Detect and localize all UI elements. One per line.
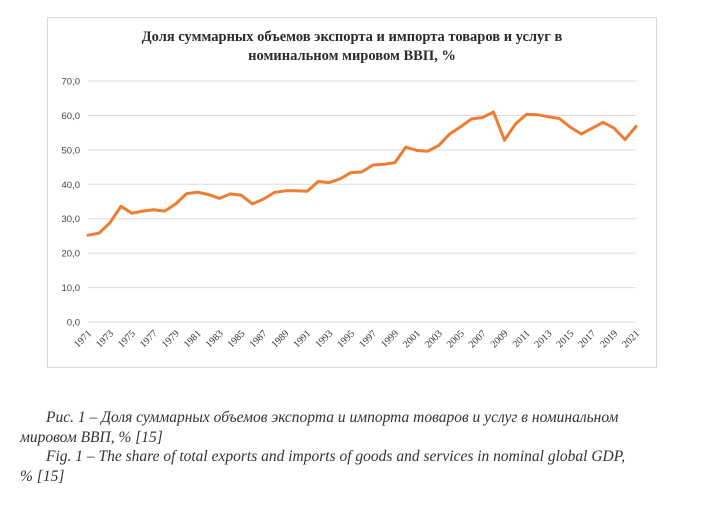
y-tick-label: 10,0	[62, 283, 81, 294]
x-tick-label: 1987	[248, 328, 270, 350]
x-tick-label: 1999	[379, 328, 401, 350]
chart-title: Доля суммарных объемов экспорта и импорт…	[47, 28, 657, 66]
x-tick-label: 2017	[576, 328, 598, 350]
x-tick-label: 2011	[511, 328, 533, 350]
chart-frame	[47, 17, 657, 368]
chart-title-line-2: номинальном мировом ВВП, %	[248, 48, 456, 64]
y-tick-label: 0,0	[67, 318, 80, 329]
x-tick-label: 1983	[204, 328, 226, 350]
x-tick-label: 1977	[138, 328, 160, 350]
x-tick-label: 1985	[226, 328, 248, 350]
x-tick-label: 1981	[182, 328, 204, 350]
x-tick-label: 1995	[335, 328, 357, 350]
x-tick-label: 1979	[160, 328, 182, 350]
y-tick-label: 20,0	[62, 249, 81, 260]
x-tick-label: 2001	[401, 328, 423, 350]
x-tick-label: 2015	[554, 328, 576, 350]
x-tick-label: 1991	[291, 328, 313, 350]
x-tick-label: 1993	[313, 328, 335, 350]
chart-title-line-1: Доля суммарных объемов экспорта и импорт…	[141, 29, 563, 45]
x-tick-label: 2007	[467, 328, 489, 350]
x-tick-label: 2009	[489, 328, 511, 350]
x-tick-label: 2003	[423, 328, 445, 350]
x-tick-label: 1973	[94, 328, 116, 350]
x-tick-label: 1997	[357, 328, 379, 350]
x-tick-label: 2019	[598, 328, 620, 350]
x-tick-label: 1971	[72, 328, 94, 350]
y-tick-label: 50,0	[62, 145, 81, 156]
caption-ru-line-1: Рис. 1 – Доля суммарных объемов экспорта…	[46, 409, 619, 426]
x-tick-label: 2005	[445, 328, 467, 350]
caption-en-line-1: Fig. 1 – The share of total exports and …	[46, 448, 626, 465]
series-line	[86, 110, 638, 237]
caption-ru-line-2: мировом ВВП, % [15]	[20, 428, 163, 446]
caption-en-line-2: % [15]	[20, 467, 65, 485]
y-tick-label: 30,0	[62, 214, 81, 225]
x-tick-label: 1989	[269, 328, 291, 350]
figure-captions: Рис. 1 – Доля суммарных объемов экспорта…	[20, 408, 710, 486]
x-tick-label: 1975	[116, 328, 138, 350]
y-tick-label: 70,0	[62, 77, 81, 88]
y-tick-label: 40,0	[62, 180, 81, 191]
y-tick-label: 60,0	[62, 111, 81, 122]
x-tick-label: 2021	[620, 328, 642, 350]
x-tick-label: 2013	[533, 328, 555, 350]
